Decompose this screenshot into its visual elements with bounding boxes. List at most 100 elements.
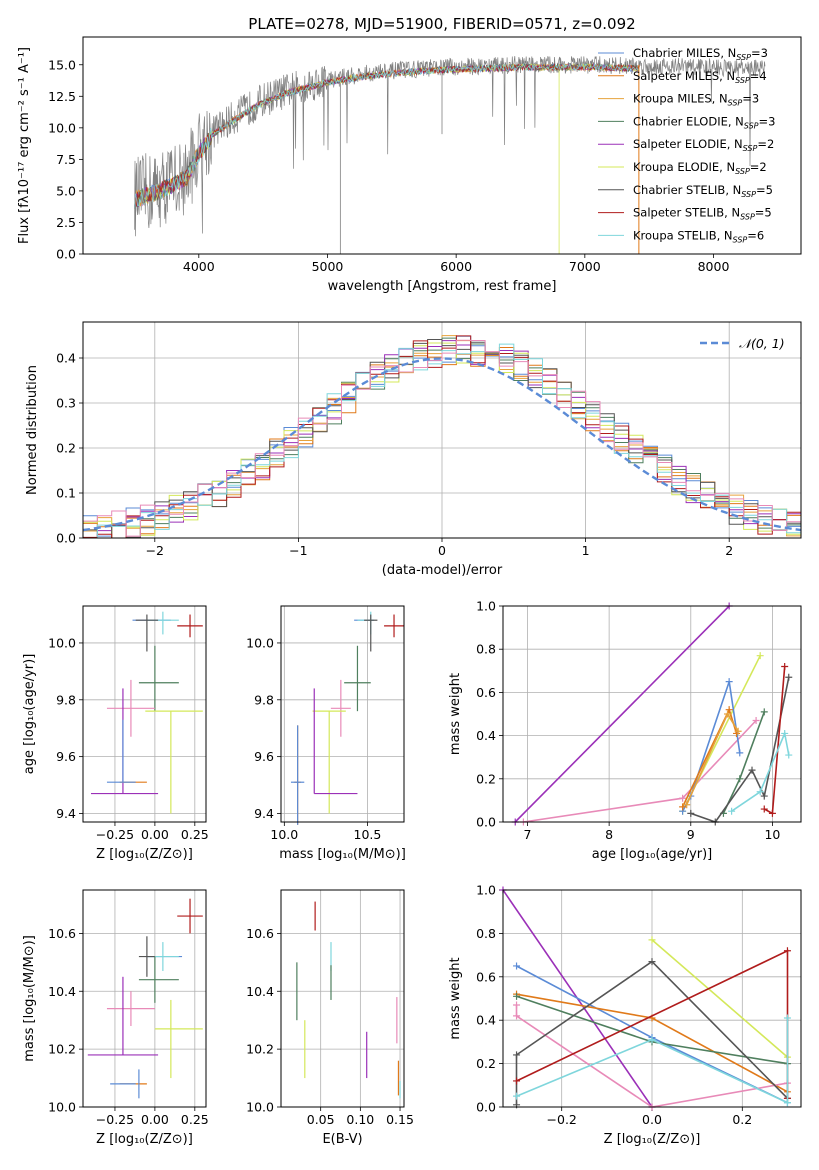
- y-tick-label: 10.4: [246, 984, 274, 999]
- legend-label-main: Chabrier STELIB, N: [633, 183, 741, 197]
- axes-frame: [82, 321, 802, 539]
- legend-label-main: Salpeter STELIB, N: [633, 206, 740, 220]
- series-marker: [756, 788, 764, 796]
- y-tick-label: 0.6: [476, 969, 496, 984]
- spectrum-model-line: [134, 63, 640, 209]
- legend-label-main: Kroupa STELIB, N: [633, 228, 733, 242]
- legend-label-suffix: =5: [756, 183, 773, 197]
- legend-label-sub: SSP: [735, 76, 750, 85]
- series-marker: [785, 673, 793, 681]
- y-tick-label: 10.2: [48, 1042, 76, 1057]
- series-marker: [756, 652, 764, 660]
- axes-frame: [82, 36, 802, 255]
- x-axis-label: Z [log₁₀(Z/Z⊙)]: [96, 1132, 193, 1147]
- y-tick-label: 10.6: [246, 926, 274, 941]
- x-axis-label: E(B-V): [322, 1132, 362, 1147]
- x-tick-label: 8: [605, 827, 613, 842]
- x-axis-label: mass [log₁₀(M/M⊙)]: [279, 847, 406, 862]
- x-tick-label: 0.05: [307, 1112, 335, 1127]
- series-marker: [679, 794, 687, 802]
- legend-label-main: Salpeter MILES, N: [633, 69, 735, 83]
- series-marker: [687, 809, 695, 817]
- y-tick-label: 15.0: [48, 57, 76, 72]
- series-marker: [760, 708, 768, 716]
- y-tick-label: 0.0: [56, 247, 76, 262]
- y-tick-label: 0.2: [476, 1056, 496, 1071]
- x-tick-label: 6000: [440, 259, 472, 274]
- x-axis-label: Z [log₁₀(Z/Z⊙)]: [604, 1132, 701, 1147]
- series-line: [516, 1018, 789, 1104]
- legend-label-suffix: =3: [742, 92, 759, 106]
- legend-label-sub: SSP: [741, 190, 756, 199]
- y-axis-label: mass [log₁₀(M/M⊙)]: [22, 935, 37, 1062]
- y-tick-label: 5.0: [56, 183, 76, 198]
- legend-label-suffix: =2: [757, 137, 774, 151]
- x-tick-label: 0.00: [141, 1112, 169, 1127]
- y-tick-label: 0.0: [56, 531, 76, 546]
- legend-label-suffix: =3: [759, 114, 776, 128]
- x-tick-label: −1: [289, 543, 307, 558]
- legend-label-suffix: =2: [750, 160, 767, 174]
- legend-label-suffix: =6: [747, 228, 764, 242]
- series-line: [651, 939, 789, 1058]
- y-tick-label: 0.0: [476, 1100, 496, 1115]
- y-tick-label: 0.4: [56, 351, 76, 366]
- age-vs-z-panel: −0.25 0.00 0.25 9.4 9.6 9.8 10.0 Z [log₁₀(Z/Z⊙)…: [22, 605, 209, 862]
- y-tick-label: 10.6: [48, 926, 76, 941]
- weight-vs-z-panel: −0.2 0.0 0.2 0.0 0.2 0.4 0.6 0.8 1.0 Z [log₁₀(Z/Z…: [448, 883, 802, 1147]
- x-tick-label: 0.10: [346, 1112, 374, 1127]
- y-tick-label: 0.4: [476, 1013, 496, 1028]
- legend-label-sub: SSP: [744, 121, 759, 130]
- x-tick-label: 4000: [183, 259, 215, 274]
- series-marker: [752, 716, 760, 724]
- y-axis-label: age [log₁₀(age/yr)]: [22, 654, 37, 775]
- series-marker: [781, 662, 789, 670]
- axes-frame: [280, 605, 405, 823]
- series-marker: [725, 678, 733, 686]
- legend-label-suffix: =4: [750, 69, 767, 83]
- y-tick-label: 9.6: [254, 749, 274, 764]
- y-tick-label: 10.0: [48, 635, 76, 650]
- y-tick-label: 0.8: [476, 642, 496, 657]
- y-tick-label: 0.2: [56, 441, 76, 456]
- legend-label: Kroupa ELODIE, NSSP=2: [633, 160, 767, 176]
- y-tick-label: 1.0: [476, 883, 496, 898]
- axes-frame: [502, 605, 802, 823]
- x-tick-label: 7: [524, 827, 532, 842]
- x-tick-label: 10: [764, 827, 780, 842]
- series-marker: [513, 1077, 521, 1085]
- series-marker: [679, 803, 687, 811]
- axes-frame: [82, 605, 207, 823]
- axes-frame: [502, 889, 802, 1108]
- x-tick-label: 10.0: [270, 827, 298, 842]
- legend-label: 𝒩(0, 1): [739, 336, 785, 351]
- y-axis-label: Flux [fλ10⁻¹⁷ erg cm⁻² s⁻¹ A⁻¹]: [17, 47, 32, 244]
- y-tick-label: 9.4: [254, 806, 274, 821]
- x-axis-label: wavelength [Angstrom, rest frame]: [328, 279, 557, 294]
- series-marker: [513, 962, 521, 970]
- normal-curve: [82, 357, 802, 532]
- x-tick-label: 0.0: [642, 1112, 662, 1127]
- axes-frame: [82, 889, 207, 1108]
- x-tick-label: −0.25: [96, 827, 134, 842]
- x-tick-label: 0.00: [141, 827, 169, 842]
- series-line: [722, 711, 766, 814]
- y-tick-label: 10.0: [48, 1100, 76, 1115]
- chart-title: PLATE=0278, MJD=51900, FIBERID=0571, z=0…: [248, 15, 635, 33]
- legend-label-sub: SSP: [736, 53, 751, 62]
- y-tick-label: 9.8: [56, 692, 76, 707]
- x-tick-label: 0: [438, 543, 446, 558]
- series-marker: [760, 792, 768, 800]
- histogram-series: [83, 339, 801, 538]
- legend-label-main: Kroupa ELODIE, N: [633, 160, 735, 174]
- mass-vs-ebv-panel: 0.05 0.10 0.15 10.0 10.2 10.4 10.6 E(B-V): [246, 889, 414, 1147]
- series-marker: [760, 805, 768, 813]
- series-line: [515, 1005, 788, 1107]
- series-marker: [736, 775, 744, 783]
- y-tick-label: 0.3: [56, 396, 76, 411]
- series-marker: [513, 1051, 521, 1059]
- series-marker: [768, 809, 776, 817]
- x-tick-label: 9: [687, 827, 695, 842]
- y-tick-label: 1.0: [476, 599, 496, 614]
- y-tick-label: 0.0: [476, 815, 496, 830]
